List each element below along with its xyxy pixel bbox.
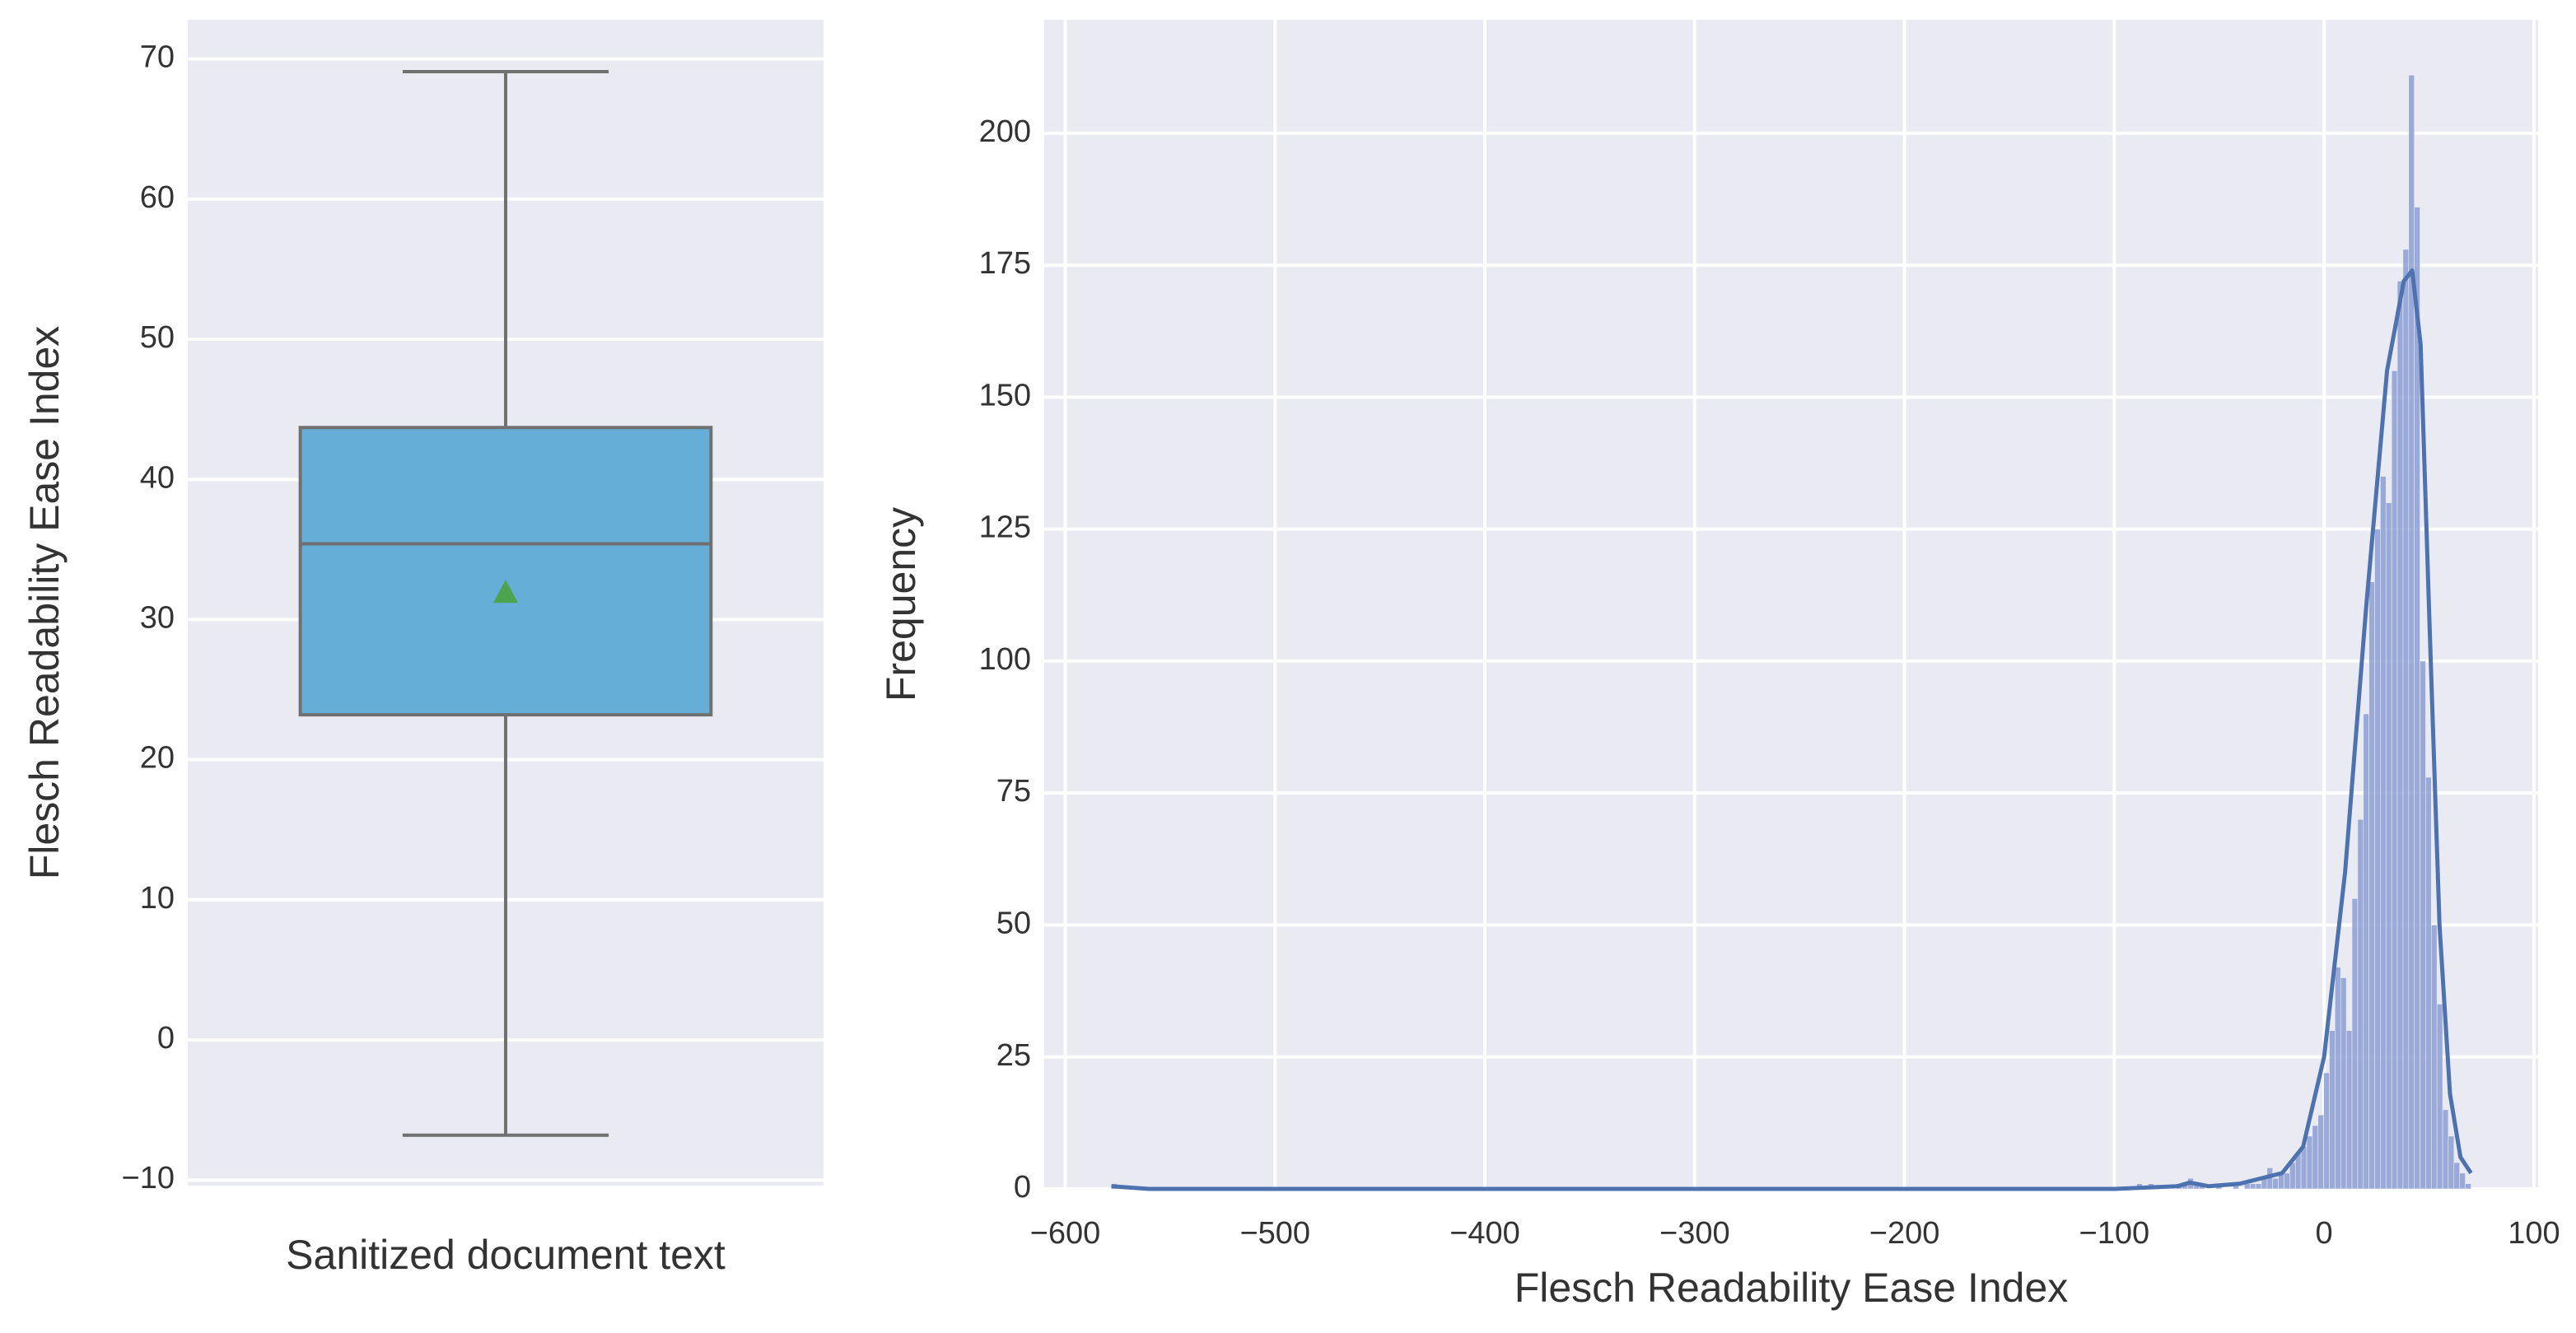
histogram-bar bbox=[2408, 75, 2415, 1190]
kde-line bbox=[1111, 268, 2473, 1191]
x-tick-label: −300 bbox=[1659, 1216, 1730, 1251]
histogram-bar bbox=[2284, 1172, 2290, 1190]
histogram-bar bbox=[2340, 977, 2347, 1190]
histogram-bar bbox=[2420, 660, 2426, 1190]
y-tick-label: 50 bbox=[996, 906, 1031, 940]
x-tick-label: Sanitized document text bbox=[286, 1232, 726, 1278]
y-tick-label: 30 bbox=[140, 600, 175, 635]
y-tick-label: 70 bbox=[140, 40, 175, 75]
y-tick-label: −10 bbox=[122, 1161, 175, 1196]
y-tick-label: 75 bbox=[996, 774, 1031, 809]
x-tick-label: −200 bbox=[1869, 1216, 1940, 1251]
y-tick-label: 150 bbox=[979, 378, 1031, 412]
histogram-bar bbox=[2317, 1114, 2324, 1190]
y-tick-label: 40 bbox=[140, 460, 175, 495]
y-tick-label: 0 bbox=[157, 1021, 175, 1056]
histogram-bar bbox=[2385, 502, 2392, 1190]
histogram-bar bbox=[2368, 581, 2375, 1190]
y-tick-label: 50 bbox=[140, 320, 175, 355]
x-tick-label: −400 bbox=[1449, 1216, 1520, 1251]
y-tick-label: 100 bbox=[979, 642, 1031, 677]
histogram-bar bbox=[2459, 1172, 2466, 1190]
y-tick-label: 20 bbox=[140, 741, 175, 776]
histogram-bar bbox=[2391, 371, 2398, 1190]
x-tick-label: 100 bbox=[2508, 1216, 2560, 1251]
y-tick-label: 25 bbox=[996, 1038, 1031, 1073]
y-tick-label: 200 bbox=[979, 114, 1031, 149]
histogram-bar bbox=[2357, 818, 2364, 1190]
box bbox=[298, 426, 713, 717]
x-tick-label: −500 bbox=[1239, 1216, 1310, 1251]
x-tick-label: −100 bbox=[2079, 1216, 2150, 1251]
histogram-bar bbox=[2312, 1125, 2319, 1190]
histogram-bar bbox=[2431, 925, 2438, 1190]
x-tick-label: −600 bbox=[1030, 1216, 1101, 1251]
histogram-bar bbox=[2272, 1177, 2279, 1190]
y-axis-label: Flesch Readability Ease Index bbox=[21, 326, 68, 880]
histogram-bar bbox=[2351, 898, 2359, 1190]
histogram-bar bbox=[2425, 776, 2432, 1190]
histogram-bar bbox=[2289, 1162, 2296, 1190]
plot-area bbox=[1044, 20, 2538, 1189]
histogram-bar bbox=[2396, 281, 2404, 1190]
histogram-bar bbox=[2300, 1146, 2308, 1190]
histogram-bar bbox=[2380, 476, 2387, 1190]
histogram-bar bbox=[2329, 1030, 2336, 1190]
x-tick-label: 0 bbox=[2316, 1216, 2333, 1251]
y-tick-label: 0 bbox=[1014, 1170, 1031, 1205]
histogram-bar bbox=[2402, 249, 2410, 1190]
histogram-bar bbox=[2363, 713, 2369, 1190]
mean-marker bbox=[493, 580, 518, 604]
histogram-bar bbox=[2306, 1135, 2313, 1190]
histogram-bar bbox=[2442, 1109, 2449, 1190]
y-tick-label: 175 bbox=[979, 246, 1031, 281]
histogram-bar bbox=[2465, 1183, 2471, 1190]
histogram-bar bbox=[2436, 1004, 2443, 1190]
histogram-bar bbox=[2323, 1072, 2330, 1190]
histogram-bar bbox=[2335, 967, 2341, 1190]
y-axis-label: Frequency bbox=[878, 507, 924, 701]
y-tick-label: 60 bbox=[140, 180, 175, 215]
x-axis-label: Flesch Readability Ease Index bbox=[1514, 1265, 2069, 1311]
histogram-bar bbox=[2345, 1030, 2353, 1190]
histogram-bar bbox=[2249, 1183, 2256, 1190]
histogram-bar bbox=[2448, 1135, 2455, 1190]
histogram-bar bbox=[2255, 1183, 2262, 1190]
y-tick-label: 10 bbox=[140, 881, 175, 916]
y-tick-label: 125 bbox=[979, 510, 1031, 545]
histogram-bar bbox=[2374, 529, 2381, 1190]
histogram-bar bbox=[2453, 1162, 2461, 1190]
